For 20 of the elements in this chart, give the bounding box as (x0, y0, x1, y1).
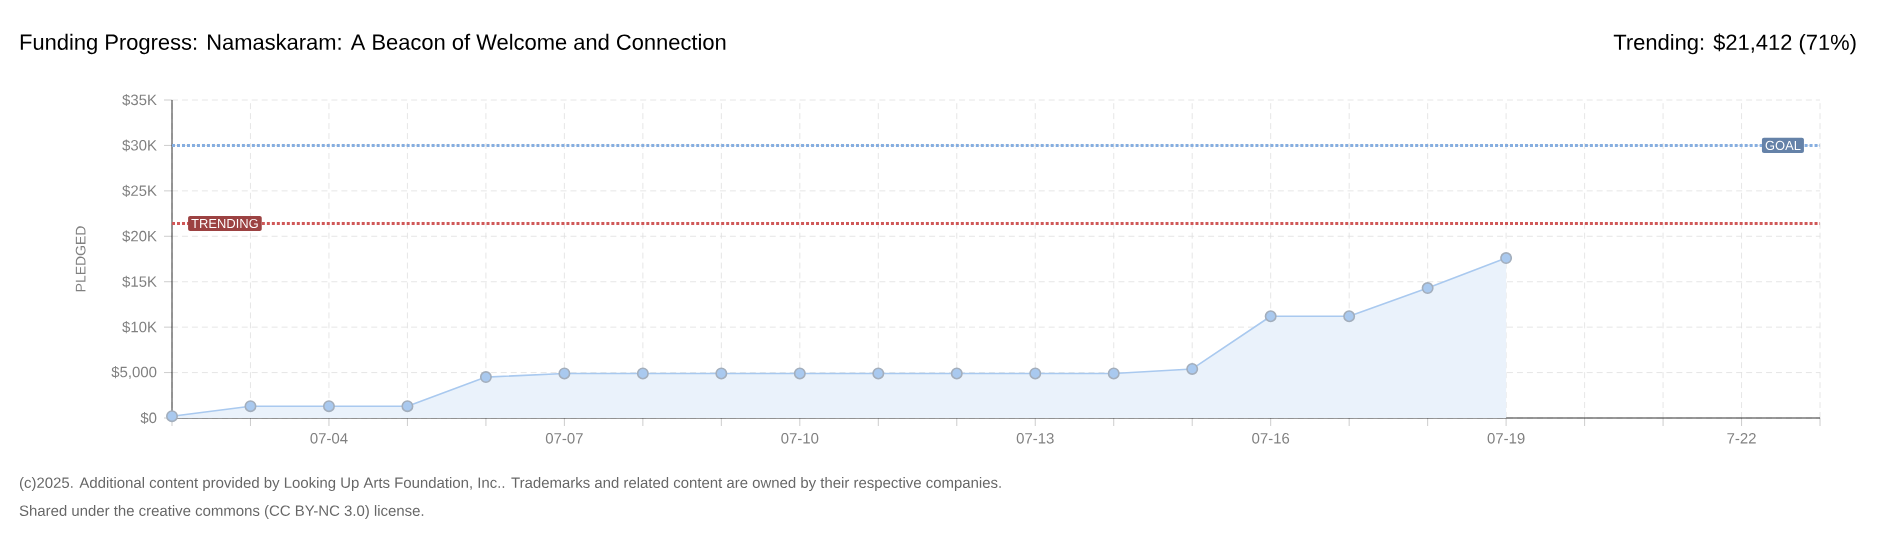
point (1500, 252, 1513, 265)
point (793, 367, 806, 380)
point (479, 371, 492, 384)
point (558, 367, 571, 380)
point (166, 410, 178, 423)
point (872, 367, 885, 380)
point (1264, 310, 1277, 323)
chart-title: Funding Progress: Namaskaram: A Beacon of Welcome and Connection (20, 33, 726, 55)
point (636, 367, 649, 380)
point (950, 367, 963, 380)
point (244, 400, 257, 413)
point (1029, 367, 1042, 380)
point (322, 400, 335, 413)
point (1343, 310, 1356, 323)
point (1186, 362, 1199, 375)
point (1421, 282, 1434, 295)
point (715, 367, 728, 380)
point (401, 400, 414, 413)
chart-subtitle: Trending: $21,412 (71%) (1613, 33, 1856, 55)
point (1107, 367, 1120, 380)
